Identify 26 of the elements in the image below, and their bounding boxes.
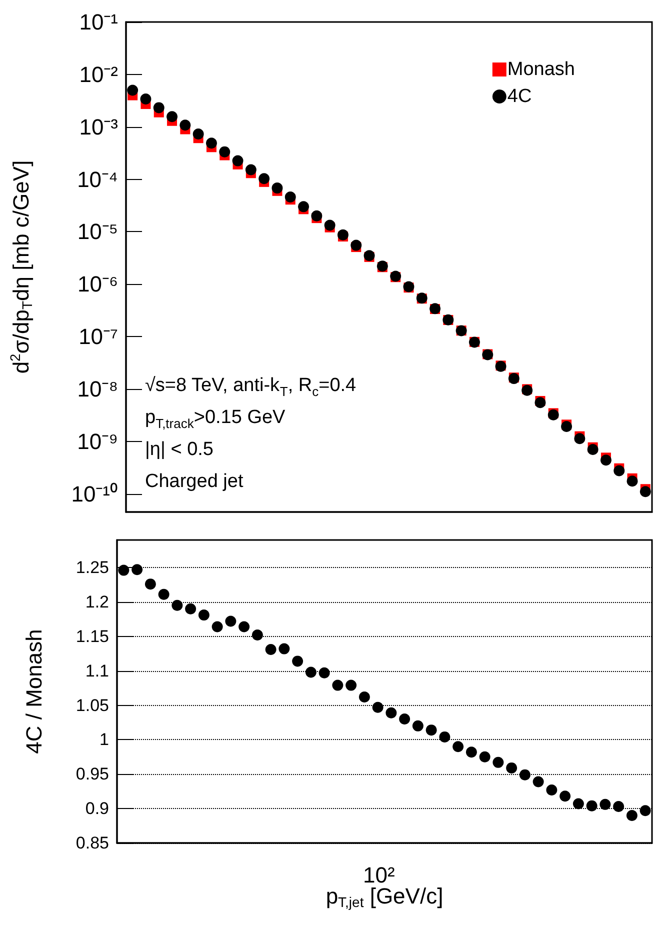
- y-tick-label: 1: [100, 730, 109, 750]
- y-tick-label: 10⁻⁷: [78, 324, 118, 350]
- y-tick-label: 1.05: [76, 696, 109, 715]
- y-tick-label: 0.85: [76, 834, 109, 852]
- y-tick-label: 1.15: [76, 626, 109, 646]
- y-tick-label: 10⁻⁴: [77, 166, 118, 192]
- y-tick-label: 10⁻⁸: [77, 376, 118, 402]
- legend-label: 4C: [507, 86, 532, 107]
- y-tick-label: 0.95: [76, 764, 109, 784]
- annotation: |η| < 0.5: [145, 439, 214, 460]
- y-tick-label: 1.2: [85, 592, 109, 612]
- annotation: Charged jet: [145, 471, 244, 492]
- y-tick-label: 10⁻⁵: [77, 219, 118, 244]
- y-tick-label: 1.1: [85, 661, 109, 680]
- y-tick-label: 10⁻⁶: [77, 272, 118, 297]
- y-tick-label: 10⁻⁹: [77, 428, 118, 454]
- y-tick-label: 0.9: [85, 799, 109, 818]
- y-tick-label: 10⁻³: [79, 114, 118, 140]
- y-tick-label: 10⁻¹⁰: [71, 481, 118, 506]
- y-axis-title: 4C / Monash: [22, 629, 46, 754]
- y-tick-label: 1.25: [76, 558, 109, 578]
- y-axis-title: d2σ/dpTdη [mb c/GeV]: [7, 160, 35, 374]
- legend-label: Monash: [507, 59, 576, 80]
- y-tick-label: 10⁻²: [79, 62, 118, 87]
- text: 10²: [363, 862, 395, 888]
- y-tick-label: 10⁻¹: [79, 10, 118, 34]
